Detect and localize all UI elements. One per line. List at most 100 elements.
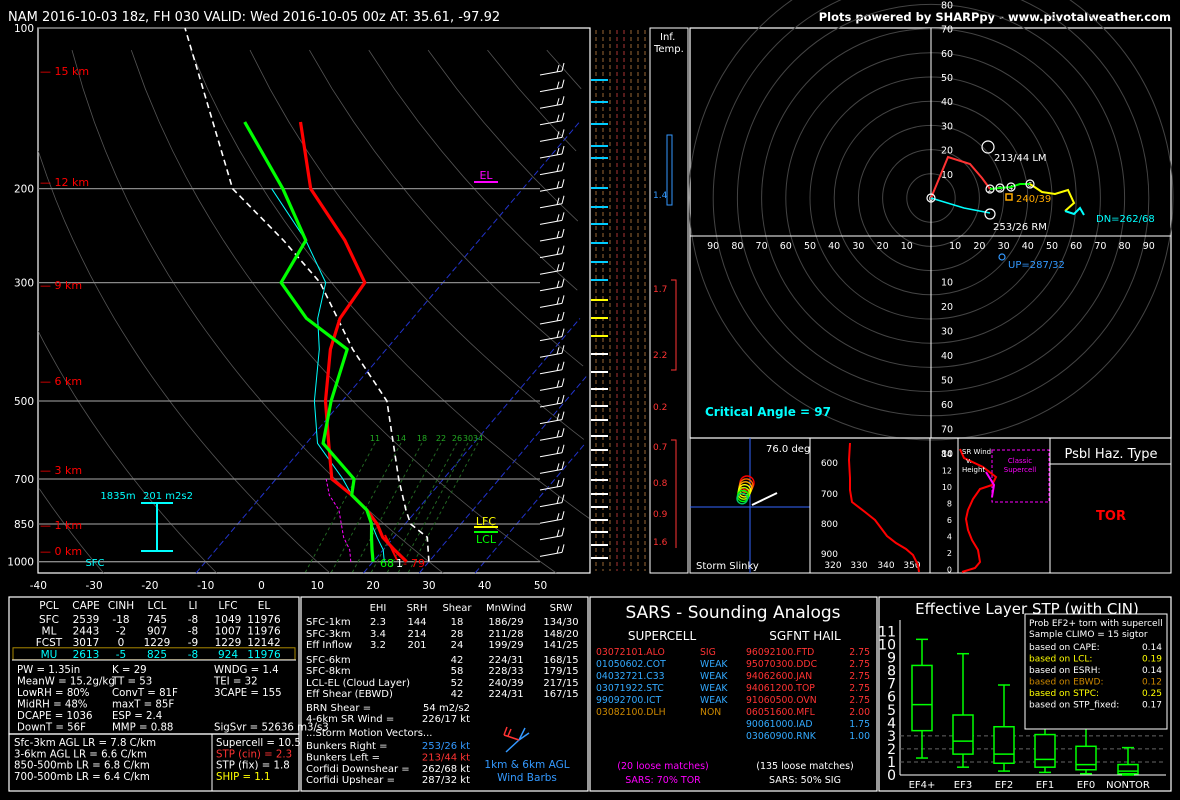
wind-barb-flag — [561, 328, 565, 337]
srwind-y-tick: 10 — [942, 483, 952, 492]
wind-barb-flag — [561, 461, 565, 470]
height-label: — 15 km — [40, 65, 89, 78]
barb-1km-flag2 — [518, 732, 530, 741]
sr46-value: 226/17 kt — [422, 714, 470, 725]
sars-hail-matches: (135 loose matches) — [756, 761, 853, 772]
wind-barb-flag — [561, 96, 565, 105]
hodo-x-tick: 50 — [1046, 241, 1058, 252]
hodo-ring-label-up: 40 — [941, 97, 953, 108]
thermo-index: MMP = 0.88 — [112, 723, 173, 734]
sars-supercell-type: SIG — [700, 647, 716, 658]
kin-cell: 240/39 — [488, 678, 523, 689]
hodo-point-6 — [1025, 179, 1035, 189]
kin-header: SRW — [550, 603, 573, 614]
wind-barb-flag — [556, 529, 560, 537]
hodo-up: UP=287/32 — [1008, 260, 1065, 271]
wind-barb — [539, 103, 563, 109]
wind-barb-flag — [556, 446, 560, 454]
srwind-l2: v. — [966, 457, 972, 465]
parcel-cell: 2539 — [73, 614, 100, 626]
hodo-up-marker — [998, 253, 1006, 261]
thermo-index: TT = 53 — [111, 677, 152, 688]
el-label: EL — [479, 169, 493, 182]
sars-hail-match: 91060500.OVN — [746, 695, 817, 706]
hodo-mean-marker — [1005, 193, 1013, 201]
stp-prob-label: based on LCL: — [1029, 655, 1092, 665]
sars-supercell-title: SUPERCELL — [628, 629, 697, 643]
wind-barb-flag — [556, 181, 560, 189]
inf-label: Inf. — [660, 32, 675, 43]
wind-barb — [539, 336, 563, 342]
lapse-frame — [8, 733, 300, 792]
srwind-l3: Height — [962, 466, 985, 474]
srwind-l5: Supercell — [1004, 466, 1036, 474]
sars-hail-match: 06051600.MFL — [746, 707, 816, 718]
sars-supercell-match: 01050602.COT — [596, 659, 666, 670]
stp-box — [1075, 745, 1097, 771]
srwind-y-tick: 12 — [942, 467, 952, 476]
hodo-ring-label-up: 50 — [941, 73, 953, 84]
sfc-dash: - — [403, 557, 407, 570]
parcel-table: PCL CAPE CINH LCL LI LFC EL SFC 2539 -18 745 -8 1049… — [12, 600, 296, 661]
hazard-title: Psbl Haz. Type — [1064, 447, 1157, 462]
kin-cell: 3.2 — [370, 640, 386, 651]
wind-barb-flag — [556, 347, 560, 355]
parcel-header: PCL — [39, 600, 59, 612]
kin-cell: 42 — [451, 655, 464, 666]
sars-supercell-match: 03082100.DLH — [596, 707, 666, 718]
parcel-cell: 1049 — [215, 614, 242, 626]
height-labels: — 15 km — 12 km — 9 km — 6 km — 3 km — 1 km — … — [40, 65, 89, 558]
pressure-label: 300 — [14, 278, 34, 290]
kin-row-label: Eff Inflow — [306, 640, 352, 651]
wind-barb-flag — [561, 511, 565, 520]
parcel-cell: 2613 — [73, 649, 100, 661]
wind-barb-flag — [561, 228, 565, 238]
inflow-value: 0.9 — [653, 510, 668, 520]
stp-y-tick: 6 — [887, 690, 896, 706]
inflow-bar-blue — [666, 134, 673, 206]
theta-y-tick: 900 — [821, 550, 838, 560]
barb-6km — [503, 734, 520, 741]
thermo-index: PW = 1.35in — [17, 665, 80, 676]
pressure-label: 500 — [14, 396, 34, 408]
thermo-index: TEI = 32 — [213, 677, 258, 688]
parcel-cell: 11976 — [247, 626, 281, 638]
thermo-index: WNDG = 1.4 — [214, 665, 279, 676]
wind-barb-flag — [561, 394, 565, 404]
kin-cell: 214 — [407, 629, 426, 640]
severe-index: STP (fix) = 1.8 — [216, 761, 290, 772]
kin-cell: 148/20 — [543, 629, 578, 640]
hodo-x-tick: 90 — [707, 241, 719, 252]
barb-legend: 1km & 6km AGL Wind Barbs — [484, 726, 570, 784]
temp-tick-label: 10 — [311, 580, 324, 592]
wind-barb — [539, 136, 563, 142]
parcel-cell: -8 — [188, 626, 198, 638]
parcel-cell: -8 — [188, 614, 198, 626]
kinematic-frame — [300, 596, 589, 792]
hodo-x-tick: 90 — [1143, 241, 1155, 252]
hodo-ring-label-up: 70 — [941, 25, 953, 36]
wind-barb-flag — [561, 112, 565, 121]
thermo-index: LowRH = 80% — [17, 688, 90, 699]
sars-supercell-match: 04032721.C33 — [596, 671, 665, 682]
sars-hail-match: 90061000.IAD — [746, 719, 813, 730]
parcel-cell: -9 — [188, 637, 198, 649]
wind-barb-flag — [561, 262, 565, 271]
thermo-index: SigSvr = 52636 m3/s3 — [214, 723, 329, 734]
parcel-cell: 12142 — [247, 637, 280, 649]
barb-label-1: 1km & 6km AGL — [484, 759, 569, 771]
hodo-x-tick: 30 — [852, 241, 864, 252]
wind-barb-flag — [556, 98, 560, 106]
inflow-value: 2.2 — [653, 351, 667, 361]
parcel-cell: ML — [42, 626, 57, 638]
stp-y-tick: 11 — [878, 625, 896, 641]
kin-cell: 167/15 — [543, 689, 578, 700]
srh-value: 201 m2s2 — [143, 491, 193, 502]
storm-motion-value: 262/68 kt — [422, 764, 470, 775]
barb-6km-flag2 — [507, 728, 512, 737]
wind-barb — [539, 236, 563, 242]
pressure-label: 1000 — [7, 557, 34, 569]
severe-index: Supercell = 10.5 — [216, 738, 301, 749]
